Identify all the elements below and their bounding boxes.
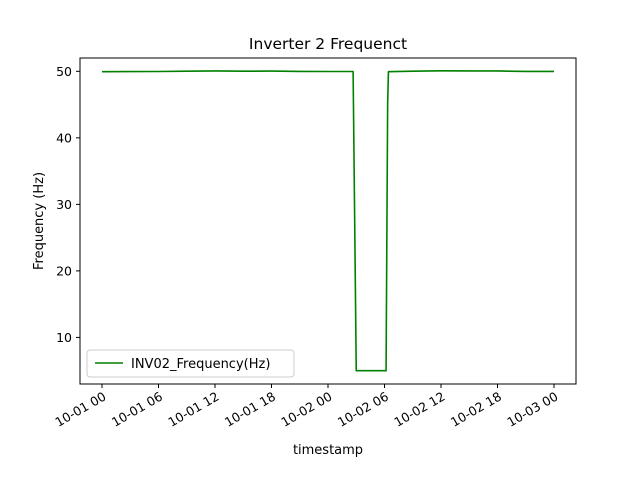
y-axis: 10 20 30 40 50 xyxy=(56,64,80,345)
x-tick-label: 10-02 00 xyxy=(278,389,334,430)
plot-area xyxy=(101,69,554,372)
x-tick-label: 10-01 00 xyxy=(52,389,108,430)
legend-entry: INV02_Frequency(Hz) xyxy=(131,357,270,372)
x-axis: 10-01 00 10-01 06 10-01 12 10-01 18 10-02 00… xyxy=(52,384,561,430)
x-tick-label: 10-02 12 xyxy=(391,389,447,430)
x-tick-label: 10-03 00 xyxy=(504,389,560,430)
x-axis-label: timestamp xyxy=(293,443,363,458)
x-tick-label: 10-01 12 xyxy=(165,389,221,430)
y-tick-label: 50 xyxy=(56,64,72,79)
plot-frame xyxy=(79,57,577,385)
x-tick-label: 10-02 18 xyxy=(448,389,504,430)
y-tick-label: 20 xyxy=(56,263,72,278)
legend: INV02_Frequency(Hz) xyxy=(86,349,295,378)
chart-title: Inverter 2 Frequenct xyxy=(249,35,407,53)
x-tick-label: 10-02 06 xyxy=(335,389,391,430)
y-axis-label: Frequency (Hz) xyxy=(32,172,47,270)
series-line xyxy=(101,69,554,372)
y-tick-label: 30 xyxy=(56,197,72,212)
x-tick-label: 10-01 18 xyxy=(222,389,278,430)
y-tick-label: 10 xyxy=(56,330,72,345)
y-tick-label: 40 xyxy=(56,130,72,145)
legend-frame xyxy=(86,349,295,378)
x-tick-label: 10-01 06 xyxy=(109,389,165,430)
